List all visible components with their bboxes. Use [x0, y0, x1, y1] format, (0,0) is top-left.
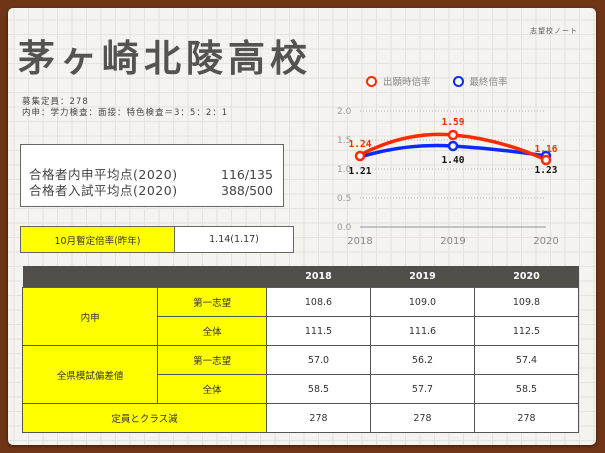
cell: 57.4 — [474, 345, 579, 375]
svg-text:1.59: 1.59 — [442, 117, 465, 128]
cell: 112.5 — [474, 316, 579, 346]
avg-label: 合格者内申平均点(2020) — [29, 167, 178, 182]
ytick: 1.0 — [337, 165, 352, 175]
year-header: 2020 — [474, 266, 579, 288]
xtick: 2018 — [347, 236, 372, 247]
cell: 56.2 — [370, 345, 475, 375]
svg-text:1.23: 1.23 — [535, 165, 558, 176]
svg-text:1.16: 1.16 — [535, 144, 558, 155]
sub-label: 全体 — [157, 316, 267, 346]
sub-label: 第一志望 — [157, 287, 267, 317]
year-header: 2018 — [266, 266, 371, 288]
ytick: 1.5 — [337, 136, 351, 146]
group-label: 全県模試偏差値 — [21, 345, 159, 404]
page-title: 茅ヶ崎北陵高校 — [18, 37, 312, 80]
cell: 108.6 — [266, 287, 371, 317]
table-row: 全体 58.5 57.7 58.5 — [23, 374, 579, 404]
chart-legend: 出願時倍率 最終倍率 — [366, 74, 508, 88]
xtick: 2019 — [440, 236, 465, 247]
cell: 109.8 — [474, 287, 579, 317]
legend-marker-icon — [366, 75, 377, 87]
cell: 278 — [266, 403, 371, 433]
avg-row-exam: 合格者入試平均点(2020) 388/500 — [29, 180, 273, 199]
avg-value: 388/500 — [221, 183, 273, 198]
cell: 111.5 — [266, 316, 371, 346]
application-data-labels: 1.24 1.59 1.16 — [349, 117, 558, 155]
provisional-rate-box: 10月暫定倍率(昨年) 1.14(1.17) — [20, 226, 294, 253]
cell: 111.6 — [370, 316, 475, 346]
ytick: 0.0 — [337, 223, 352, 233]
x-axis-ticks: 2018 2019 2020 — [347, 236, 558, 247]
svg-text:1.40: 1.40 — [442, 155, 465, 166]
legend-marker-icon — [452, 75, 464, 87]
cell: 58.5 — [266, 374, 371, 404]
legend-label: 出願時倍率 — [383, 77, 431, 88]
legend-item-final[interactable]: 最終倍率 — [452, 74, 508, 88]
table-row: 内申 第一志望 108.6 109.0 109.8 — [21, 287, 579, 346]
legend-label: 最終倍率 — [469, 77, 508, 88]
cell: 109.0 — [370, 287, 475, 317]
score-table: 2018 2019 2020 内申 第一志望 108.6 109.0 109.8… — [21, 266, 579, 433]
table-header-row: 2018 2019 2020 — [22, 266, 579, 288]
sub-label: 第一志望 — [157, 345, 267, 375]
final-data-labels: 1.21 1.40 1.23 — [349, 155, 558, 177]
cell: 278 — [370, 403, 475, 433]
average-score-box: 合格者内申平均点(2020) 116/135 合格者入試平均点(2020) 388/… — [20, 144, 284, 207]
provisional-rate-value: 1.14(1.17) — [175, 227, 293, 252]
table-row: 定員とクラス減 278 278 278 — [22, 403, 579, 433]
admission-info: 募集定員：278 内申：学力検査：面接：特色検査＝3：5：2：1 — [22, 97, 228, 119]
xtick: 2020 — [533, 236, 558, 247]
avg-value: 116/135 — [221, 167, 273, 182]
y-axis-ticks: 0.0 0.5 1.0 1.5 2.0 — [337, 107, 352, 233]
legend-item-application[interactable]: 出願時倍率 — [366, 74, 431, 88]
table-row: 全県模試偏差値 第一志望 57.0 56.2 57.4 — [21, 345, 579, 404]
sub-label: 全体 — [157, 374, 267, 404]
footer-label: 定員とクラス減 — [22, 403, 267, 433]
cell: 278 — [474, 403, 579, 433]
table-row: 全体 111.5 111.6 112.5 — [23, 316, 579, 346]
year-header: 2019 — [370, 266, 475, 288]
score-ratio-text: 内申：学力検査：面接：特色検査＝3：5：2：1 — [22, 108, 229, 118]
avg-label: 合格者入試平均点(2020) — [29, 183, 178, 198]
note-label: 志望校ノート — [530, 27, 578, 35]
application-markers — [354, 129, 552, 166]
cell: 58.5 — [474, 374, 579, 404]
provisional-rate-label: 10月暫定倍率(昨年) — [21, 227, 175, 252]
ytick: 2.0 — [337, 107, 352, 117]
cell: 57.7 — [370, 374, 475, 404]
avg-row-naishin: 合格者内申平均点(2020) 116/135 — [29, 164, 273, 183]
cell: 57.0 — [266, 345, 371, 375]
svg-text:1.24: 1.24 — [349, 139, 372, 150]
svg-text:1.21: 1.21 — [349, 166, 372, 177]
capacity-text: 募集定員：278 — [22, 97, 89, 107]
ratio-line-chart: 0.0 0.5 1.0 1.5 2.0 2018 2019 2020 1.24 … — [337, 107, 559, 247]
group-label: 内申 — [21, 287, 159, 346]
ytick: 0.5 — [337, 194, 351, 204]
